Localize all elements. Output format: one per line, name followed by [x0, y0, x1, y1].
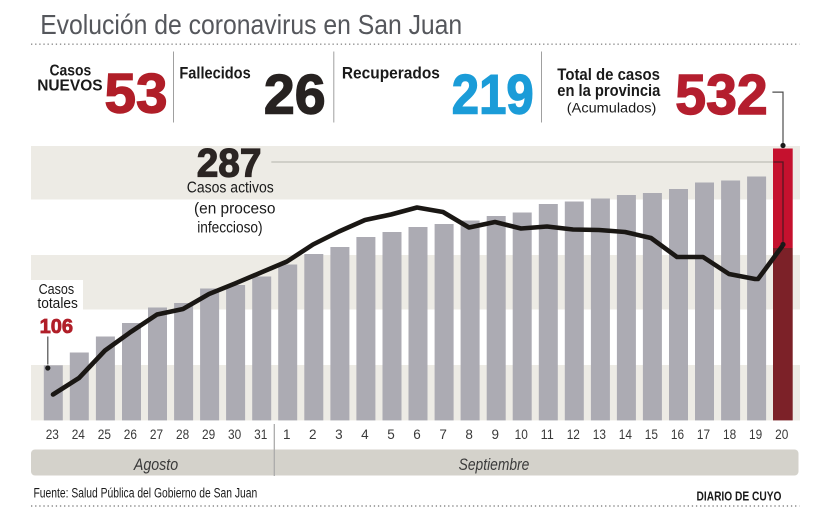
svg-text:infeccioso): infeccioso)	[197, 220, 262, 237]
svg-text:Casos: Casos	[39, 281, 75, 298]
svg-text:219: 219	[452, 64, 534, 126]
svg-text:28: 28	[176, 427, 189, 442]
svg-text:53: 53	[105, 62, 168, 125]
svg-text:17: 17	[697, 427, 710, 442]
svg-text:19: 19	[749, 427, 762, 442]
svg-text:31: 31	[254, 427, 267, 442]
svg-text:10: 10	[515, 427, 528, 442]
svg-text:2: 2	[309, 427, 317, 442]
svg-text:Agosto: Agosto	[133, 456, 178, 474]
svg-text:Casos activos: Casos activos	[187, 180, 274, 197]
svg-text:en la provincia: en la provincia	[557, 81, 660, 100]
svg-text:8: 8	[465, 427, 473, 442]
svg-text:Evolución de coronavirus en Sa: Evolución de coronavirus en San Juan	[40, 9, 462, 40]
svg-text:27: 27	[150, 427, 163, 442]
svg-text:1: 1	[283, 427, 291, 442]
svg-text:12: 12	[567, 427, 580, 442]
svg-text:Casos: Casos	[50, 63, 92, 80]
svg-text:(en proceso: (en proceso	[194, 201, 275, 218]
svg-text:Septiembre: Septiembre	[459, 456, 530, 474]
svg-text:16: 16	[671, 427, 684, 442]
svg-text:25: 25	[98, 427, 111, 442]
svg-text:20: 20	[775, 427, 788, 442]
svg-text:6: 6	[413, 427, 421, 442]
svg-text:3: 3	[335, 427, 343, 442]
svg-text:13: 13	[593, 427, 606, 442]
svg-text:(Acumulados): (Acumulados)	[567, 100, 657, 116]
svg-text:15: 15	[645, 427, 658, 442]
svg-text:532: 532	[675, 63, 767, 126]
svg-text:totales: totales	[37, 295, 78, 312]
svg-text:287: 287	[197, 142, 262, 186]
svg-text:NUEVOS: NUEVOS	[37, 78, 103, 95]
svg-text:29: 29	[202, 427, 215, 442]
svg-text:106: 106	[40, 315, 74, 338]
svg-text:Recuperados: Recuperados	[342, 64, 440, 83]
svg-text:4: 4	[361, 427, 369, 442]
svg-text:24: 24	[72, 427, 86, 442]
svg-text:Fuente: Salud Pública del Gobi: Fuente: Salud Pública del Gobierno de Sa…	[34, 486, 258, 501]
svg-text:5: 5	[387, 427, 395, 442]
svg-text:30: 30	[228, 427, 241, 442]
svg-text:9: 9	[491, 427, 499, 442]
svg-text:DIARIO DE CUYO: DIARIO DE CUYO	[697, 490, 782, 504]
svg-text:14: 14	[619, 427, 633, 442]
svg-text:18: 18	[723, 427, 736, 442]
svg-text:Total de casos: Total de casos	[557, 65, 660, 84]
svg-text:11: 11	[541, 427, 554, 442]
svg-text:23: 23	[46, 427, 59, 442]
svg-text:Fallecidos: Fallecidos	[179, 64, 250, 83]
svg-text:26: 26	[264, 63, 326, 125]
svg-text:26: 26	[124, 427, 137, 442]
svg-text:7: 7	[439, 427, 447, 442]
